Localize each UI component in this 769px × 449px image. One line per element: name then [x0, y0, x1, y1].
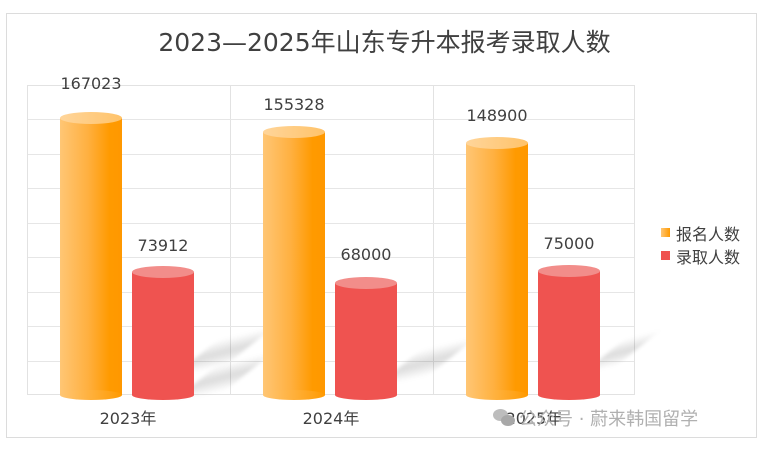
category-divider [433, 86, 434, 394]
legend-label: 报名人数 [676, 224, 741, 244]
value-label: 73912 [137, 236, 189, 255]
x-axis-label: 2024年 [302, 409, 360, 428]
category-divider [230, 86, 231, 394]
legend-swatch-orange [661, 228, 670, 237]
bar-registered-2023[interactable] [60, 112, 122, 400]
value-label: 155328 [263, 95, 325, 114]
plot-area [27, 85, 635, 395]
legend-swatch-red [661, 251, 670, 260]
legend: 报名人数 录取人数 [661, 221, 740, 267]
legend-label: 录取人数 [676, 247, 741, 267]
bar-admitted-2025[interactable] [538, 265, 600, 400]
bar-admitted-2023[interactable] [132, 266, 194, 400]
watermark-text: 公众号 · 蔚来韩国留学 [519, 409, 699, 430]
value-label: 75000 [543, 234, 595, 253]
value-label: 148900 [466, 106, 528, 125]
gridline [28, 292, 634, 293]
gridline [28, 119, 634, 120]
gridline [28, 154, 634, 155]
gridline [28, 223, 634, 224]
gridline [28, 257, 634, 258]
x-axis-label: 2023年 [99, 409, 157, 428]
gridline [28, 326, 634, 327]
legend-item-registered[interactable]: 报名人数 [661, 221, 740, 244]
legend-item-admitted[interactable]: 录取人数 [661, 244, 740, 267]
bar-admitted-2024[interactable] [335, 277, 397, 400]
value-label: 167023 [60, 74, 122, 93]
value-label: 68000 [340, 245, 392, 264]
bar-registered-2024[interactable] [263, 126, 325, 400]
wechat-icon [493, 409, 515, 427]
watermark: 公众号 · 蔚来韩国留学 [493, 405, 698, 431]
x-axis-label: 2025年 [505, 409, 563, 428]
bar-registered-2025[interactable] [466, 137, 528, 400]
gridline [28, 361, 634, 362]
chart-title: 2023—2025年山东专升本报考录取人数 [158, 28, 611, 57]
gridline [28, 188, 634, 189]
